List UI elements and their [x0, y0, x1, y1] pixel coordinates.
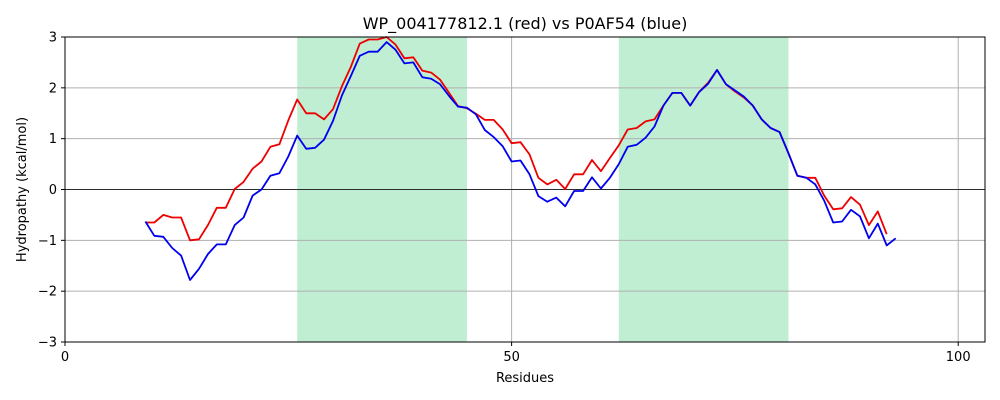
- axis-ticks: 0 50 100 −3 −2 −1 0 1 2 3: [38, 31, 971, 366]
- x-axis-label: Residues: [496, 371, 554, 386]
- x-tick-label: 100: [946, 350, 971, 365]
- y-tick-label: −1: [38, 234, 57, 249]
- chart-title: WP_004177812.1 (red) vs P0AF54 (blue): [363, 14, 688, 34]
- grid-lines: [64, 36, 985, 343]
- y-tick-label: −2: [38, 285, 57, 300]
- x-tick-label: 0: [61, 350, 69, 365]
- y-axis-label: Hydropathy (kcal/mol): [15, 117, 30, 262]
- plot-frame: [64, 36, 986, 343]
- series-line-2: [144, 41, 897, 281]
- y-tick-label: 2: [49, 81, 57, 96]
- x-tick-label: 50: [503, 350, 520, 365]
- y-tick-label: 1: [49, 132, 57, 147]
- y-tick-label: 3: [49, 31, 57, 46]
- series-lines: [144, 36, 897, 281]
- y-tick-label: 0: [49, 183, 57, 198]
- y-tick-label: −3: [38, 336, 57, 351]
